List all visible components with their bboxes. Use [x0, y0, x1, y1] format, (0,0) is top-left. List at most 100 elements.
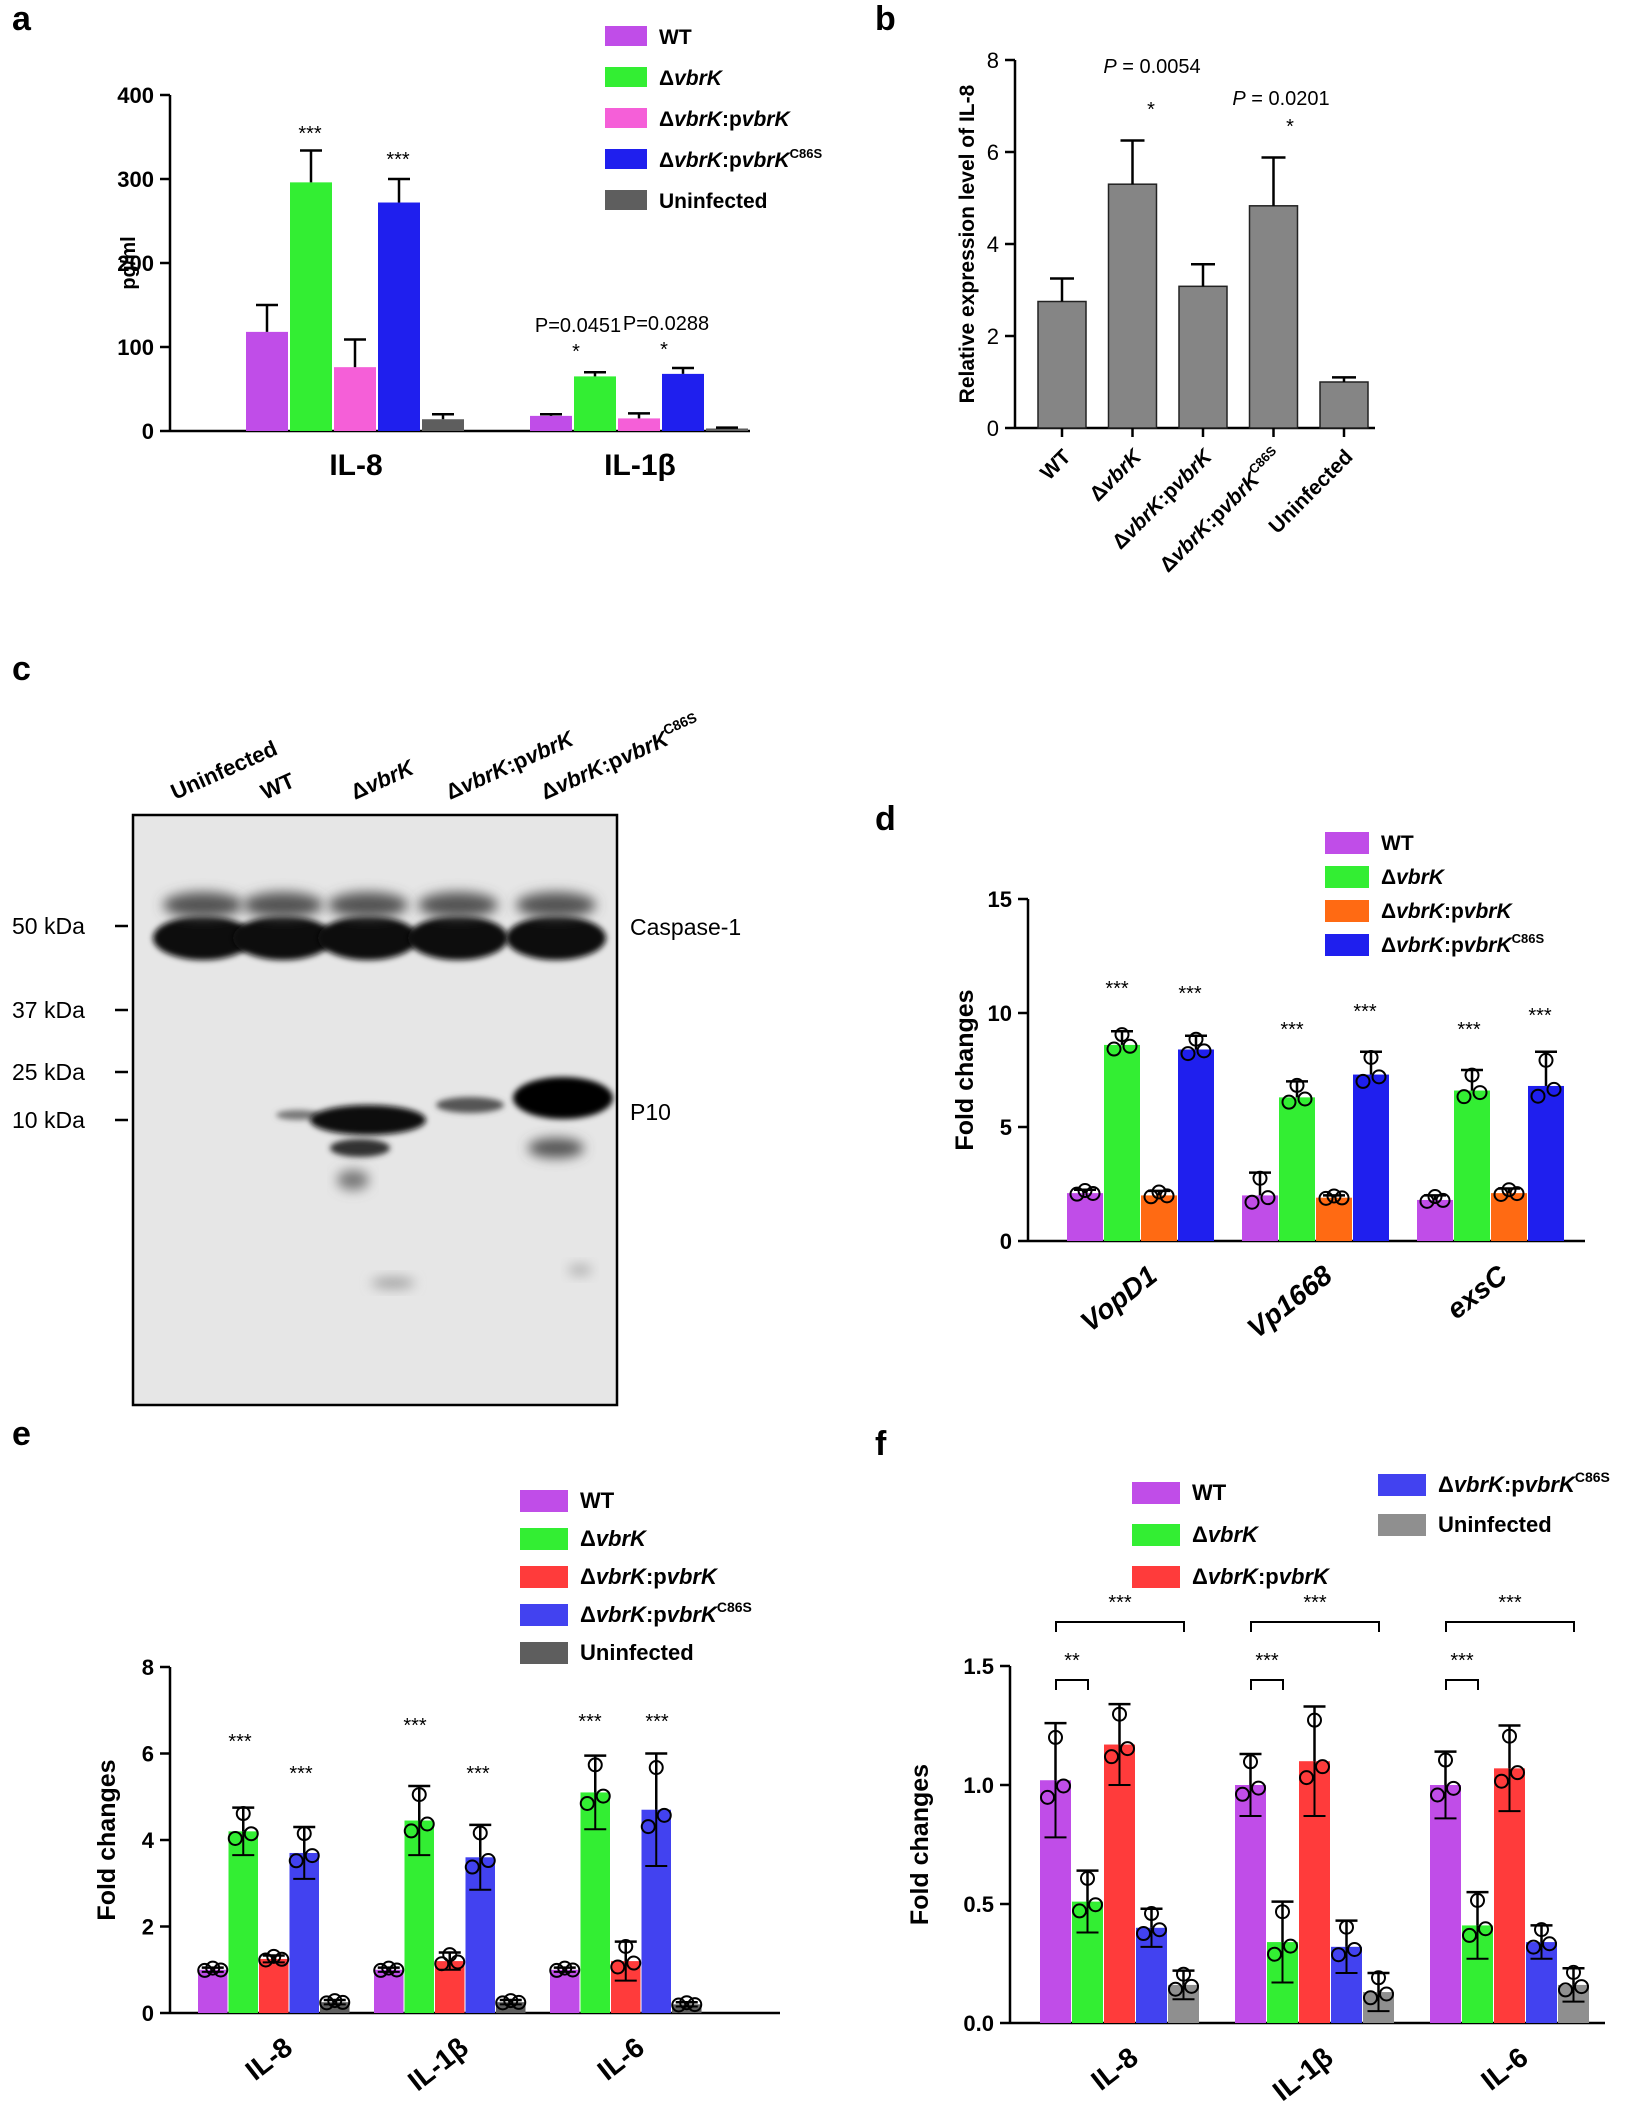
x-category-label: ΔvbrK [1085, 444, 1147, 506]
significance-bracket [1445, 1679, 1479, 1690]
legend-label: ΔvbrK:pvbrKC86S [1381, 931, 1544, 957]
y-tick-label: 4 [987, 232, 999, 257]
text-span: Uninfected [580, 1640, 694, 1665]
legend-label: WT [580, 1488, 615, 1513]
legend-label: ΔvbrK [1192, 1522, 1260, 1547]
panel-letter: f [875, 1425, 887, 1463]
data-point [656, 1807, 672, 1823]
significance-mark: *** [1498, 1592, 1522, 1614]
band-label: Caspase-1 [630, 914, 741, 940]
x-category-label: IL-1β [604, 449, 676, 482]
data-point [1056, 1778, 1071, 1794]
y-tick-label: 15 [988, 887, 1012, 912]
bar [1279, 1097, 1315, 1241]
data-point [1243, 1754, 1258, 1770]
y-axis-label: Fold changes [951, 989, 979, 1150]
bar [1178, 1049, 1214, 1241]
bar [1319, 381, 1369, 429]
text-span: :p [646, 1602, 667, 1627]
text-span: vbrK [1525, 1472, 1577, 1497]
text-span: vbrK [1166, 444, 1217, 495]
text-span: vbrK [1279, 1564, 1331, 1589]
text-span: vbrK [667, 1564, 719, 1589]
bar [1430, 1785, 1461, 2023]
text-span: C86S [661, 709, 700, 738]
x-category-label: IL-1β [1267, 2041, 1339, 2107]
data-point [274, 1951, 290, 1967]
data-point [480, 1853, 496, 1869]
data-point [1136, 1926, 1151, 1942]
data-point [557, 1960, 573, 1976]
text-span: vbrK [674, 108, 724, 131]
data-point [1069, 1186, 1085, 1202]
significance-mark: * [1147, 99, 1155, 121]
lane-label: ΔvbrK [347, 754, 419, 805]
data-point [687, 1997, 703, 2013]
bar [1454, 1090, 1490, 1241]
x-category-label: ΔvbrK:pvbrKC86S [1153, 443, 1287, 577]
y-tick-label: 0 [1000, 1229, 1012, 1254]
significance-mark: *** [1450, 1650, 1474, 1672]
text-span: C86S [1512, 931, 1545, 946]
bar [1104, 1044, 1140, 1241]
y-axis-label: Fold changes [906, 1764, 934, 1925]
significance-mark: *** [1528, 1005, 1552, 1027]
y-tick-label: 8 [142, 1655, 154, 1680]
y-tick-label: 1.5 [963, 1654, 994, 1679]
faint-band [568, 1265, 592, 1275]
y-tick-label: 10 [988, 1001, 1012, 1026]
data-point [235, 1806, 251, 1822]
data-point [1419, 1193, 1435, 1209]
text-span: vbrK [742, 149, 792, 172]
data-point [1289, 1077, 1305, 1093]
legend-swatch [1325, 934, 1369, 956]
bar [1316, 1197, 1352, 1241]
significance-mark: * [660, 339, 668, 361]
p-value: P = 0.0054 [1103, 56, 1200, 78]
data-point [1438, 1752, 1453, 1768]
legend-swatch [520, 1642, 568, 1664]
data-point [1144, 1906, 1159, 1922]
data-point [549, 1962, 565, 1978]
data-point [213, 1962, 229, 1978]
data-point [1501, 1182, 1517, 1198]
bar [706, 428, 748, 431]
p-value: P = 0.0201 [1232, 88, 1329, 110]
legend-swatch [520, 1528, 568, 1550]
text-span: :p [722, 149, 742, 172]
legend-swatch [605, 26, 647, 46]
legend-swatch [1325, 866, 1369, 888]
text-span: vbrK [674, 67, 724, 90]
data-point [1546, 1081, 1562, 1097]
bar [618, 418, 660, 431]
data-point [1188, 1031, 1204, 1047]
data-point [1184, 1978, 1199, 1994]
lane-label: WT [257, 768, 299, 805]
significance-mark: *** [466, 1763, 490, 1785]
data-point [1077, 1183, 1093, 1199]
text-span: vbrK [1396, 934, 1446, 957]
data-point [1048, 1729, 1063, 1745]
text-span: WT [257, 768, 299, 805]
data-point [1122, 1038, 1138, 1054]
text-span: vbrK [1396, 866, 1446, 889]
text-span: Δ [580, 1526, 596, 1551]
y-tick-label: 2 [142, 1915, 154, 1940]
y-tick-label: 2 [987, 324, 999, 349]
text-span: Δ [1438, 1472, 1454, 1497]
text-span: C86S [717, 1599, 752, 1615]
legend-swatch [1378, 1514, 1426, 1536]
data-point [1574, 1979, 1589, 1995]
y-axis-label: Relative expression level of IL-8 [956, 84, 979, 403]
legend-swatch [605, 108, 647, 128]
bar [1491, 1193, 1527, 1241]
data-point [335, 1994, 351, 2010]
data-point [1427, 1189, 1443, 1205]
y-tick-label: 6 [142, 1742, 154, 1767]
caspase-1-upper-band [418, 892, 498, 918]
text-span: vbrK [1464, 934, 1514, 957]
data-point [1176, 1966, 1191, 1982]
panel-letter: a [12, 0, 32, 38]
text-span: :p [1444, 900, 1464, 923]
legend-swatch [1132, 1566, 1180, 1588]
